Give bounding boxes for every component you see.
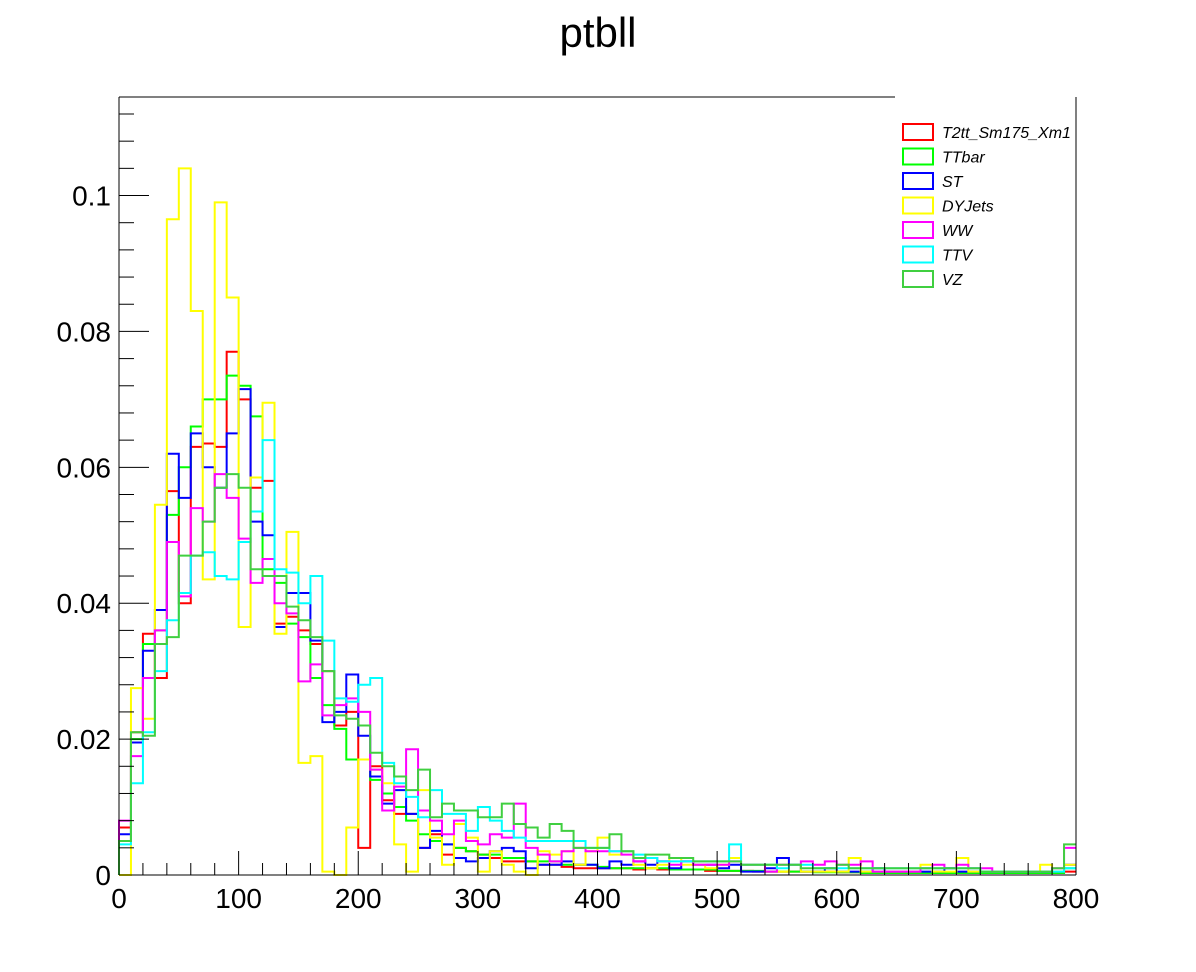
y-tick-label: 0.08 [57,316,112,347]
y-tick-label: 0.1 [72,181,111,212]
x-tick-label: 200 [335,883,382,914]
legend-swatch [902,123,934,141]
y-tick-label: 0.02 [57,724,112,755]
series-layer [118,167,1076,876]
x-tick-label: 600 [813,883,860,914]
y-tick-label: 0.06 [57,452,112,483]
x-tick-label: 0 [111,883,127,914]
axis-layer: 0 100 200 300 400 500 600 700 800 00.020.040.060… [57,96,1099,914]
x-tick-label: 800 [1053,883,1100,914]
x-tick-label: 500 [694,883,741,914]
y-ticks: 0 0.02 0.04 0.06 0.08 0.1 [57,113,149,891]
series-line-7 [118,473,1076,875]
legend-swatch [902,245,934,264]
legend: T2tt_Sm175_Xm1 TTbar ST DYJets WW TTV VZ [902,123,1071,289]
legend-swatch [902,172,934,190]
chart-title: ptbll [559,9,636,56]
x-tick-label: 400 [574,883,621,914]
legend-entry-label: TTV [942,248,974,265]
legend-swatch [902,196,934,215]
legend-entry-label: DYJets [942,199,994,216]
series-line-5 [118,473,1076,875]
y-tick-label: 0.04 [57,588,112,619]
x-tick-label: 700 [933,883,980,914]
x-tick-label: 100 [215,883,262,914]
legend-entry-label: WW [942,223,974,240]
legend-entry-label: T2tt_Sm175_Xm1 [942,125,1071,142]
legend-swatch [902,270,934,288]
x-ticks: 0 100 200 300 400 500 600 700 800 [111,851,1099,914]
legend-entry-label: ST [942,174,964,191]
x-tick-label: 300 [455,883,502,914]
legend-swatch [902,147,934,166]
legend-entry-label: TTbar [942,150,985,167]
y-tick-label: 0 [95,860,111,891]
legend-swatch [902,221,934,239]
legend-entry-label: VZ [942,272,964,289]
